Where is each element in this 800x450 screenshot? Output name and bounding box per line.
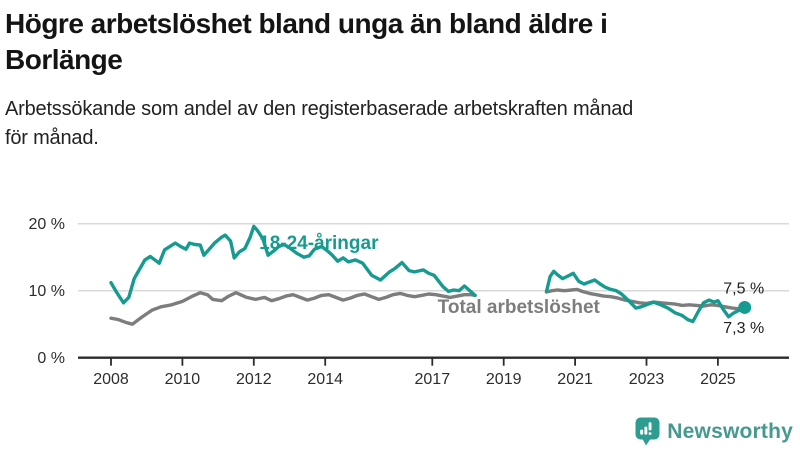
line-18-24-ringar-seg0 xyxy=(109,224,477,305)
subtitle-line-1: Arbetssökande som andel av den registerb… xyxy=(5,98,634,120)
x-tick-label: 2025 xyxy=(700,371,736,388)
x-tick-label: 2023 xyxy=(629,371,665,388)
title-line-1: Högre arbetslöshet bland unga än bland ä… xyxy=(5,8,608,39)
page-title: Högre arbetslöshet bland unga än bland ä… xyxy=(5,6,795,78)
x-tick-label: 2014 xyxy=(307,371,343,388)
value-annotation: 7,3 % xyxy=(723,320,764,337)
x-tick-label: 2012 xyxy=(236,371,272,388)
x-tick-label: 2021 xyxy=(557,371,593,388)
x-tick-label: 2010 xyxy=(165,371,201,388)
x-tick-label: 2019 xyxy=(486,371,522,388)
newsworthy-wordmark: Newsworthy xyxy=(667,419,793,443)
newsworthy-icon xyxy=(635,417,660,446)
x-tick-label: 2008 xyxy=(93,371,129,388)
line-total-arbetsl-shet-seg1 xyxy=(544,287,747,311)
y-tick-label: 0 % xyxy=(37,350,65,367)
value-annotation: 7,5 % xyxy=(723,280,764,297)
series-label: Total arbetslöshet xyxy=(438,297,601,318)
y-tick-label: 20 % xyxy=(29,216,65,233)
y-tick-label: 10 % xyxy=(29,283,65,300)
title-line-2: Borlänge xyxy=(5,44,123,75)
subtitle-line-2: för månad. xyxy=(5,127,99,149)
unemployment-line-chart: 2008 2010 2012 2014 2017 2019 2021 2023 2025 0 % 1… xyxy=(29,216,789,388)
chart-header: Högre arbetslöshet bland unga än bland ä… xyxy=(5,6,795,153)
x-tick-label: 2017 xyxy=(415,371,451,388)
end-dot xyxy=(738,300,752,314)
line-total-arbetsl-shet-seg0 xyxy=(109,290,477,326)
line-18-24-ringar-seg1 xyxy=(544,269,747,324)
newsworthy-logo: Newsworthy xyxy=(635,417,793,446)
series-label: 18-24-åringar xyxy=(259,233,379,254)
chart-subtitle: Arbetssökande som andel av den registerb… xyxy=(5,95,795,153)
